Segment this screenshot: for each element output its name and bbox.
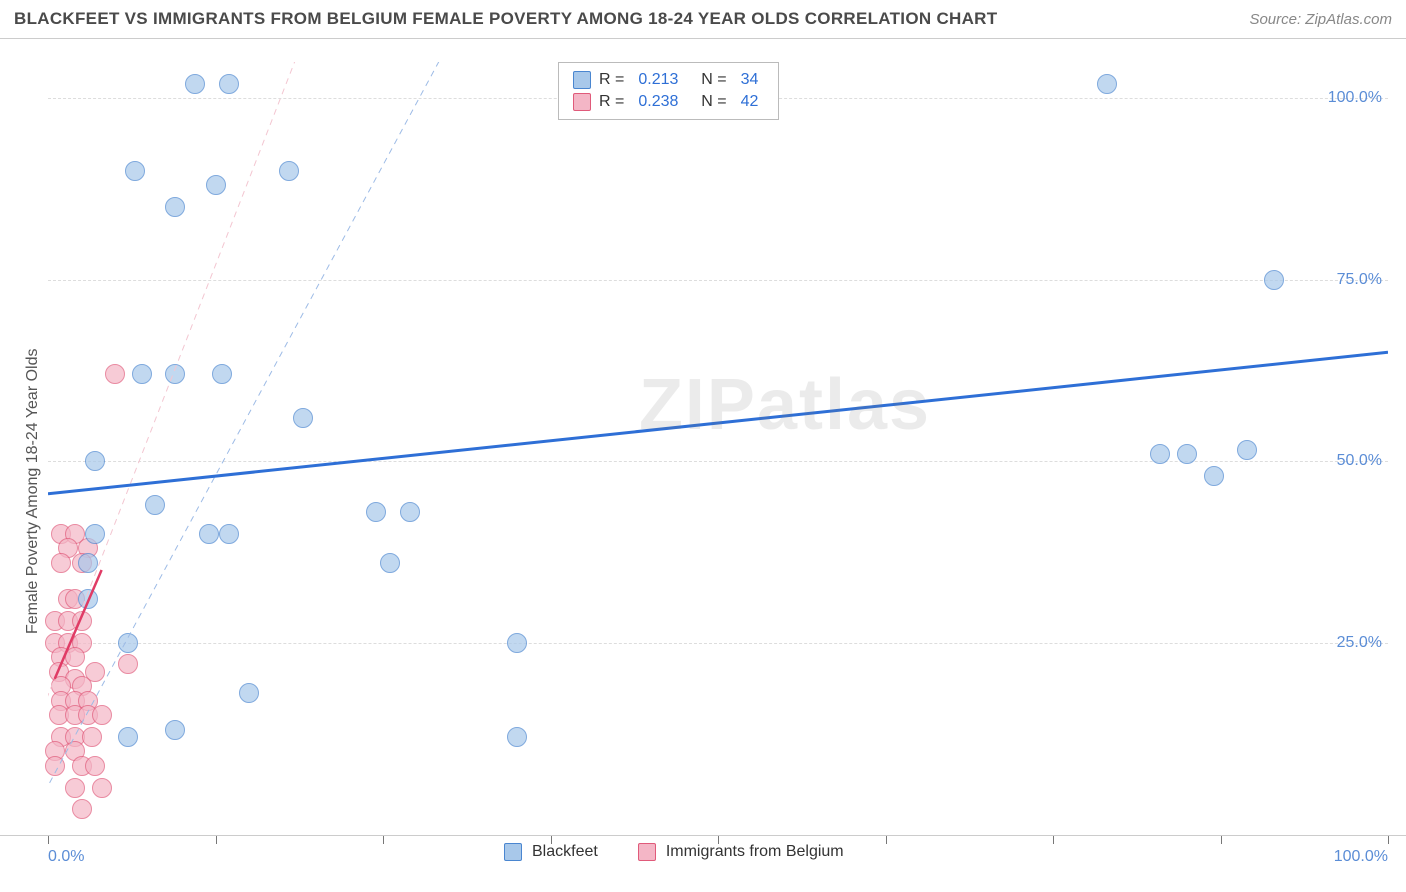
data-point-blackfeet [165,197,185,217]
legend-stats-row: R = 0.238 N = 42 [573,91,764,113]
data-point-blackfeet [366,502,386,522]
r-value-belgium: 0.238 [632,93,684,111]
data-point-blackfeet [1204,466,1224,486]
x-tick [1221,836,1222,844]
data-point-blackfeet [212,364,232,384]
data-point-blackfeet [279,161,299,181]
data-point-blackfeet [400,502,420,522]
chart-title: BLACKFEET VS IMMIGRANTS FROM BELGIUM FEM… [14,9,997,29]
swatch-blackfeet [504,843,522,861]
x-tick [886,836,887,844]
data-point-blackfeet [165,720,185,740]
data-point-belgium [72,799,92,819]
data-point-blackfeet [118,633,138,653]
data-point-blackfeet [185,74,205,94]
swatch-blackfeet [573,71,591,89]
x-tick [48,836,49,844]
legend-stats: R = 0.213 N = 34 R = 0.238 N = 42 [558,62,779,120]
data-point-blackfeet [380,553,400,573]
x-tick [216,836,217,844]
y-tick-label: 75.0% [1337,271,1382,289]
swatch-belgium [638,843,656,861]
data-point-blackfeet [206,175,226,195]
y-tick-label: 50.0% [1337,452,1382,470]
data-point-blackfeet [199,524,219,544]
series-label-belgium: Immigrants from Belgium [666,843,844,861]
data-point-blackfeet [507,727,527,747]
data-point-blackfeet [132,364,152,384]
data-point-blackfeet [239,683,259,703]
n-value-blackfeet: 34 [735,71,765,89]
y-axis-title: Female Poverty Among 18-24 Year Olds [24,348,42,634]
data-point-blackfeet [145,495,165,515]
data-point-blackfeet [165,364,185,384]
plot-area [48,62,1388,824]
x-tick [1053,836,1054,844]
data-point-blackfeet [118,727,138,747]
y-tick-label: 25.0% [1337,634,1382,652]
data-point-belgium [72,611,92,631]
data-point-belgium [82,727,102,747]
source-label: Source: ZipAtlas.com [1249,11,1392,28]
data-point-belgium [118,654,138,674]
data-point-blackfeet [1264,270,1284,290]
n-label: N = [692,93,726,111]
data-point-belgium [45,756,65,776]
x-tick [1388,836,1389,844]
n-label: N = [692,71,726,89]
data-point-belgium [85,756,105,776]
title-bar: BLACKFEET VS IMMIGRANTS FROM BELGIUM FEM… [0,0,1406,38]
gridline [48,280,1388,281]
y-tick-label: 100.0% [1328,89,1382,107]
data-point-belgium [92,705,112,725]
x-tick [718,836,719,844]
data-point-blackfeet [85,451,105,471]
swatch-belgium [573,93,591,111]
data-point-blackfeet [85,524,105,544]
legend-stats-row: R = 0.213 N = 34 [573,69,764,91]
data-point-blackfeet [1177,444,1197,464]
data-point-blackfeet [1237,440,1257,460]
legend-series: Blackfeet Immigrants from Belgium [504,843,844,861]
data-point-blackfeet [219,524,239,544]
data-point-belgium [51,553,71,573]
x-tick [383,836,384,844]
data-point-blackfeet [125,161,145,181]
series-label-blackfeet: Blackfeet [532,843,598,861]
x-tick-label: 0.0% [48,848,84,866]
data-point-blackfeet [78,553,98,573]
data-point-belgium [65,647,85,667]
r-label: R = [599,93,624,111]
data-point-blackfeet [507,633,527,653]
data-point-blackfeet [293,408,313,428]
data-point-belgium [92,778,112,798]
data-point-belgium [105,364,125,384]
x-tick-label: 100.0% [1334,848,1388,866]
r-value-blackfeet: 0.213 [632,71,684,89]
data-point-blackfeet [78,589,98,609]
x-tick [551,836,552,844]
data-point-blackfeet [219,74,239,94]
n-value-belgium: 42 [735,93,765,111]
data-point-blackfeet [1150,444,1170,464]
data-point-blackfeet [1097,74,1117,94]
gridline [48,643,1388,644]
data-point-belgium [65,778,85,798]
r-label: R = [599,71,624,89]
